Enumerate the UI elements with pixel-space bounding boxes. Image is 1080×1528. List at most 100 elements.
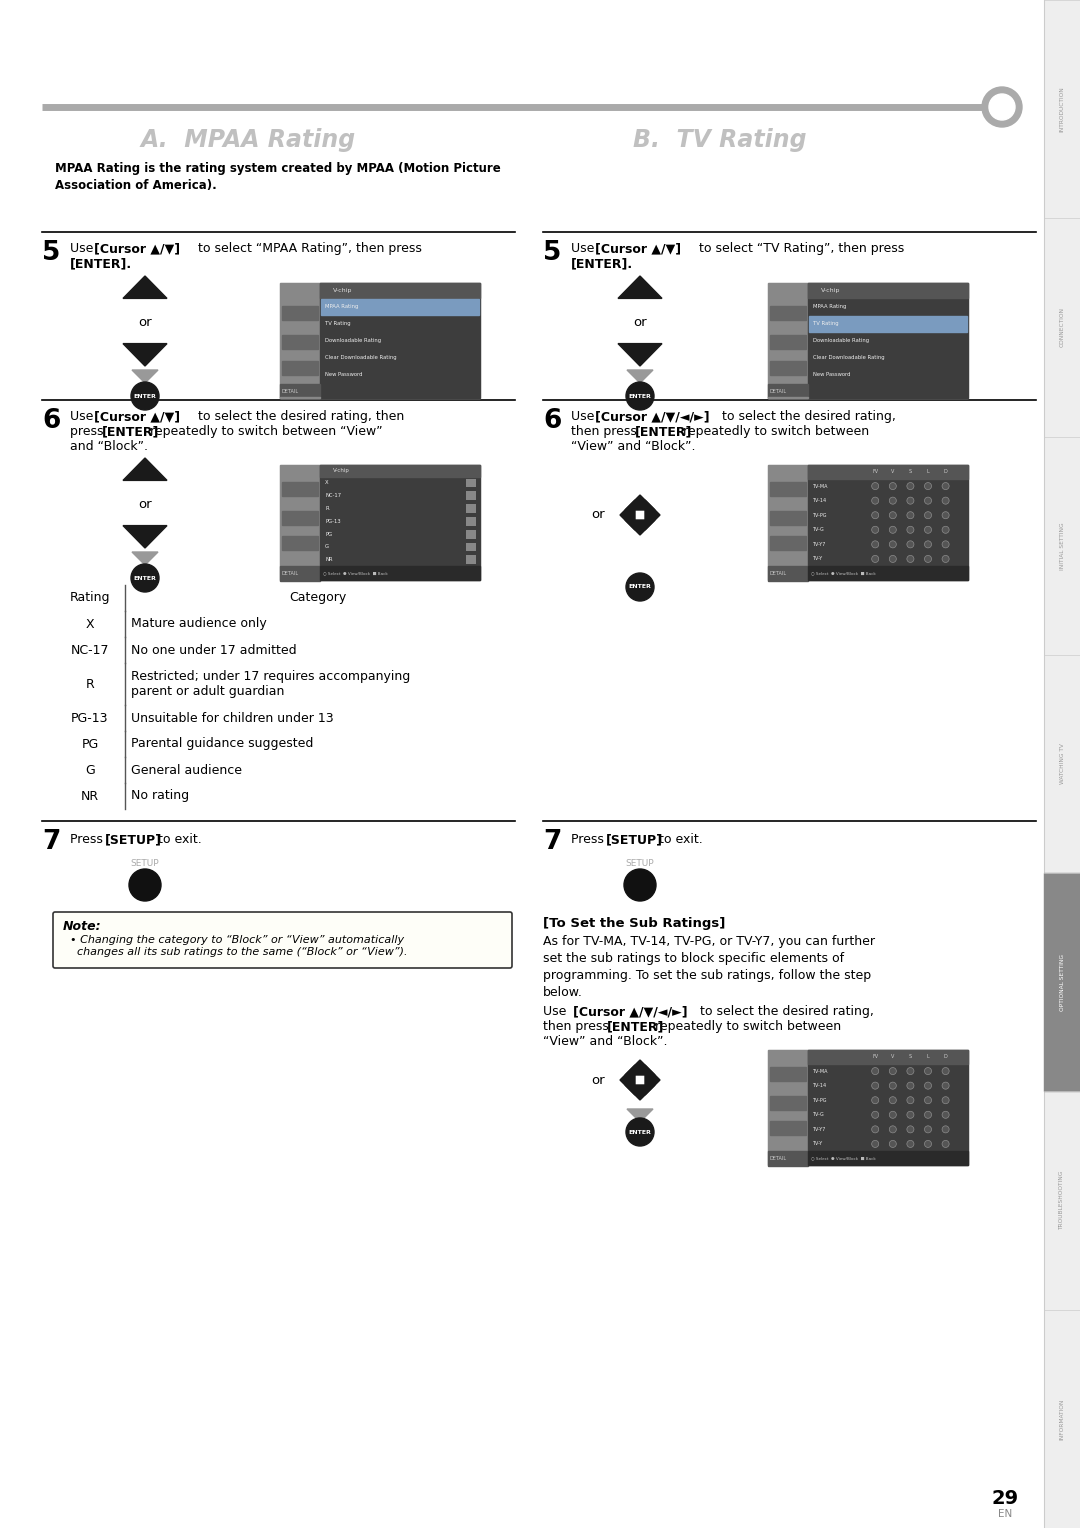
Text: then press: then press — [543, 1021, 612, 1033]
Text: [Cursor ▲/▼]: [Cursor ▲/▼] — [595, 241, 681, 255]
Text: SETUP: SETUP — [625, 859, 654, 868]
Text: V: V — [891, 469, 894, 474]
Text: V-chip: V-chip — [333, 468, 350, 474]
Text: TV-Y7: TV-Y7 — [812, 542, 825, 547]
Text: R: R — [325, 506, 328, 510]
Text: [Cursor ▲/▼/◄/►]: [Cursor ▲/▼/◄/►] — [595, 410, 710, 423]
Circle shape — [924, 497, 931, 504]
Bar — [465, 504, 476, 513]
Circle shape — [872, 526, 879, 533]
Text: parent or adult guardian: parent or adult guardian — [131, 685, 284, 698]
Bar — [55, 585, 510, 611]
Text: General audience: General audience — [131, 764, 242, 776]
Bar — [808, 567, 968, 581]
Text: ENTER: ENTER — [134, 394, 157, 399]
Circle shape — [942, 1097, 949, 1103]
Polygon shape — [625, 495, 654, 510]
Polygon shape — [625, 1085, 654, 1100]
Polygon shape — [645, 1065, 660, 1096]
Polygon shape — [627, 1109, 653, 1122]
Text: DETAIL: DETAIL — [770, 1155, 787, 1161]
Text: ENTER: ENTER — [134, 576, 157, 581]
Text: L: L — [927, 1054, 930, 1059]
Text: “View” and “Block”.: “View” and “Block”. — [571, 440, 696, 452]
Circle shape — [889, 1068, 896, 1074]
Circle shape — [982, 87, 1022, 127]
Text: B.  TV Rating: B. TV Rating — [633, 128, 807, 151]
Polygon shape — [123, 458, 167, 480]
Text: Note:: Note: — [63, 920, 102, 934]
Circle shape — [626, 573, 654, 601]
Polygon shape — [620, 500, 635, 530]
Bar — [770, 1067, 806, 1080]
Polygon shape — [625, 520, 654, 535]
Circle shape — [889, 497, 896, 504]
Text: or: or — [591, 509, 605, 521]
Bar — [768, 283, 968, 397]
Text: Clear Downloadable Rating: Clear Downloadable Rating — [813, 354, 885, 361]
Text: to select “TV Rating”, then press: to select “TV Rating”, then press — [696, 241, 904, 255]
Text: 5: 5 — [42, 240, 60, 266]
Bar — [768, 465, 968, 581]
Bar — [809, 316, 967, 332]
Bar — [282, 335, 318, 348]
Text: TV-Y: TV-Y — [812, 1141, 822, 1146]
Circle shape — [889, 1097, 896, 1103]
Circle shape — [889, 1140, 896, 1148]
Bar — [770, 361, 806, 374]
Circle shape — [889, 526, 896, 533]
Circle shape — [626, 382, 654, 410]
Bar — [282, 483, 318, 497]
Bar — [808, 465, 968, 478]
Bar — [280, 283, 480, 397]
Circle shape — [924, 1140, 931, 1148]
Text: Clear Downloadable Rating: Clear Downloadable Rating — [325, 354, 396, 361]
Text: Press: Press — [70, 833, 107, 847]
Circle shape — [942, 483, 949, 489]
Text: New Password: New Password — [813, 371, 851, 377]
Text: TV-G: TV-G — [812, 1112, 824, 1117]
Circle shape — [924, 555, 931, 562]
Polygon shape — [618, 344, 662, 367]
Polygon shape — [620, 1065, 635, 1096]
Text: D: D — [944, 469, 947, 474]
Bar — [768, 283, 808, 397]
Text: [ENTER]: [ENTER] — [635, 425, 692, 439]
Bar — [55, 756, 510, 782]
Bar — [280, 465, 320, 581]
Circle shape — [942, 526, 949, 533]
Bar — [320, 465, 480, 477]
Text: [Cursor ▲/▼]: [Cursor ▲/▼] — [94, 410, 180, 423]
Text: MPAA Rating: MPAA Rating — [325, 304, 359, 309]
Text: Downloadable Rating: Downloadable Rating — [813, 338, 869, 342]
Circle shape — [889, 483, 896, 489]
Circle shape — [942, 1082, 949, 1089]
Text: [ENTER]: [ENTER] — [102, 425, 160, 439]
Text: EN: EN — [998, 1510, 1012, 1519]
Bar — [770, 335, 806, 348]
Circle shape — [872, 1111, 879, 1118]
Circle shape — [907, 1111, 914, 1118]
Text: DETAIL: DETAIL — [282, 570, 299, 576]
Text: repeatedly to switch between: repeatedly to switch between — [651, 1021, 841, 1033]
Text: repeatedly to switch between “View”: repeatedly to switch between “View” — [146, 425, 382, 439]
Bar — [768, 1050, 968, 1164]
Text: No rating: No rating — [131, 790, 189, 802]
Text: [To Set the Sub Ratings]: [To Set the Sub Ratings] — [543, 917, 726, 931]
Bar — [1044, 872, 1080, 1091]
Circle shape — [907, 541, 914, 549]
Text: to exit.: to exit. — [654, 833, 703, 847]
Text: MPAA Rating: MPAA Rating — [813, 304, 847, 309]
Bar — [465, 555, 476, 564]
Text: [ENTER].: [ENTER]. — [70, 257, 132, 270]
Polygon shape — [625, 1060, 654, 1076]
Text: ENTER: ENTER — [629, 1129, 651, 1134]
Bar — [280, 283, 320, 397]
Text: repeatedly to switch between: repeatedly to switch between — [679, 425, 869, 439]
Text: to select the desired rating, then: to select the desired rating, then — [194, 410, 404, 423]
Text: NR: NR — [81, 790, 99, 802]
Circle shape — [907, 1068, 914, 1074]
Text: Rating: Rating — [70, 591, 110, 605]
Bar — [465, 492, 476, 500]
Bar — [280, 465, 480, 581]
